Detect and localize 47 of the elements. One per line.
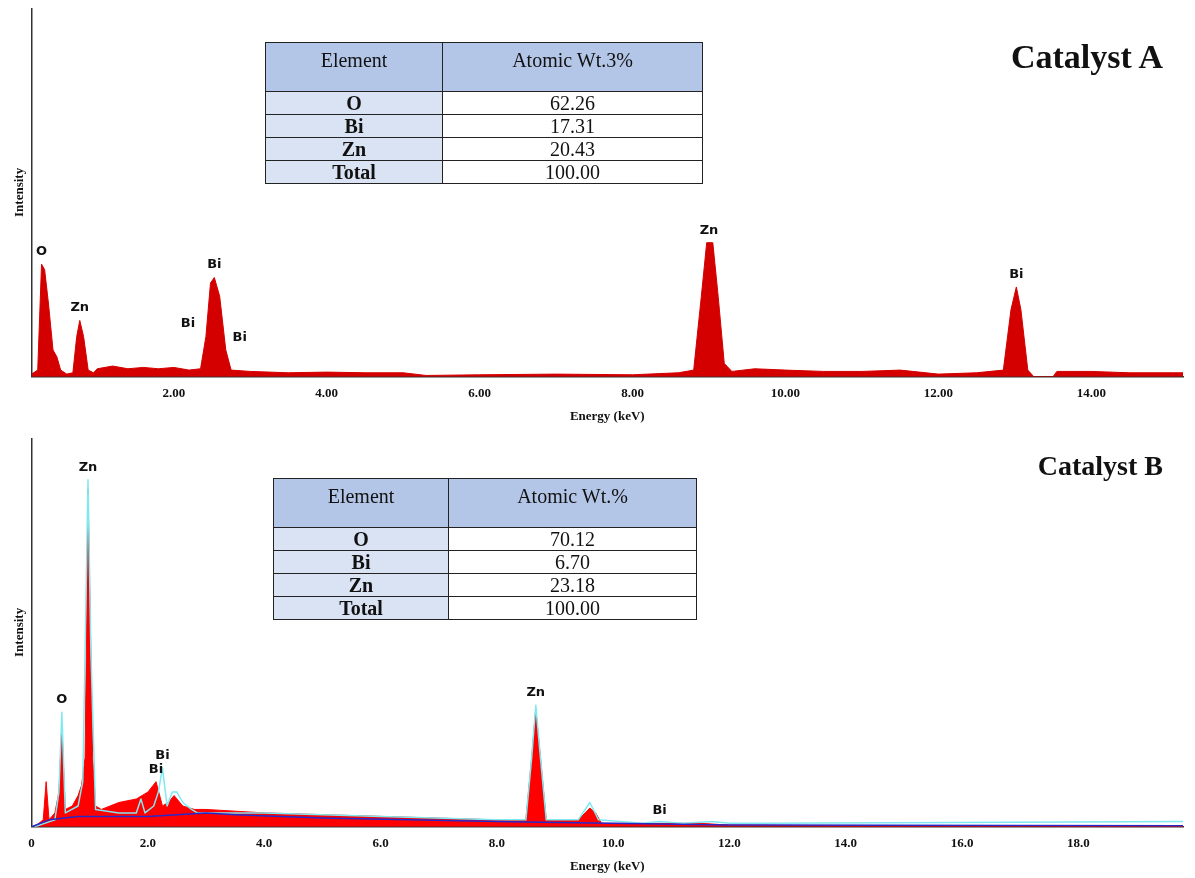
annotation: Bi xyxy=(148,760,164,776)
annotation: Bi xyxy=(652,802,667,818)
annotation: Zn xyxy=(70,299,90,315)
x-tick-label: 8.0 xyxy=(488,834,505,850)
annotation: Bi xyxy=(273,550,449,574)
y-axis-title: Intensity xyxy=(11,167,27,217)
composition-table: Element Atomic Wt.3% O 62.26 Bi 17.31 Zn 20.43 Total 100.00 xyxy=(265,42,703,184)
x-tick-label: 2.0 xyxy=(139,834,157,850)
annotation: O xyxy=(273,527,449,551)
x-tick-label: 4.0 xyxy=(256,834,273,850)
annotation: Atomic Wt.% xyxy=(448,478,697,528)
x-tick-label: 2.00 xyxy=(162,384,186,400)
annotation: 23.18 xyxy=(448,573,697,597)
x-tick-label: 12.00 xyxy=(923,384,953,400)
x-tick-label: 18.0 xyxy=(1066,834,1090,850)
annotation: O xyxy=(56,691,68,707)
x-axis-title: Energy (keV) xyxy=(569,857,645,873)
x-tick-label: 6.0 xyxy=(372,834,389,850)
x-tick-label: 8.00 xyxy=(621,384,644,400)
chart-title: Catalyst A xyxy=(1010,38,1163,76)
x-tick-label: 6.00 xyxy=(468,384,491,400)
annotation: Zn xyxy=(526,684,546,700)
x-tick-label: 14.00 xyxy=(1076,384,1106,400)
x-tick-label: 10.00 xyxy=(770,384,801,400)
annotation: Bi xyxy=(1009,265,1024,281)
annotation: 100.00 xyxy=(448,596,697,620)
x-tick-label: 12.0 xyxy=(718,834,741,850)
annotation: Zn xyxy=(273,573,449,597)
annotation: Bi xyxy=(207,256,222,272)
y-axis-title: Intensity xyxy=(11,607,27,657)
x-tick-label: 16.0 xyxy=(950,834,974,850)
annotation: 6.70 xyxy=(448,550,697,574)
chart-title: Catalyst B xyxy=(1037,450,1163,482)
x-tick-label: 4.00 xyxy=(315,384,339,400)
x-tick-label: 0 xyxy=(28,834,35,850)
annotation: Element xyxy=(273,478,449,528)
annotation: Bi xyxy=(155,746,170,762)
annotation: Bi xyxy=(180,315,196,331)
x-tick-label: 14.0 xyxy=(834,834,858,850)
annotation: O xyxy=(36,243,48,259)
x-axis-title: Energy (keV) xyxy=(569,407,645,423)
x-tick-label: 10.0 xyxy=(601,834,625,850)
annotation: Zn xyxy=(699,221,719,237)
annotation: Bi xyxy=(232,328,247,344)
annotation: Total xyxy=(273,596,449,620)
annotation: 70.12 xyxy=(448,527,697,551)
annotation: Zn xyxy=(78,458,98,474)
